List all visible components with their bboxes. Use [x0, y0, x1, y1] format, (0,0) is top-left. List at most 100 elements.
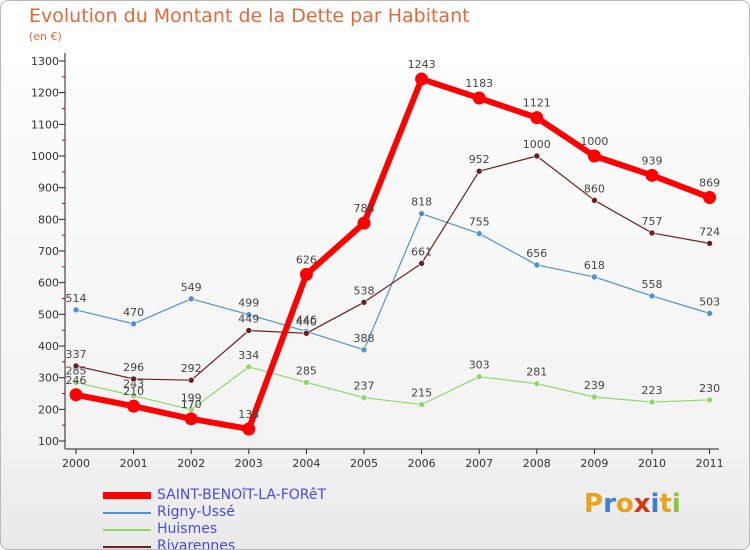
data-point-rivarennes — [130, 375, 137, 383]
data-point-saint-beno-t-la-for-t — [645, 168, 659, 182]
data-label-rigny-uss: 549 — [181, 281, 202, 294]
x-tick-label: 2011 — [696, 457, 724, 470]
data-point-saint-beno-t-la-for-t — [530, 111, 544, 125]
logo-letter: r — [603, 489, 616, 519]
data-label-rivarennes: 440 — [296, 315, 317, 328]
y-tick-label: 600 — [38, 277, 59, 290]
data-label-huismes: 243 — [123, 378, 144, 391]
data-label-rivarennes: 292 — [181, 362, 202, 375]
data-point-huismes — [130, 392, 137, 400]
data-point-saint-beno-t-la-for-t — [357, 216, 371, 230]
data-point-rigny-uss — [533, 261, 541, 269]
data-label-saint-beno-t-la-for-t: 210 — [123, 385, 144, 398]
data-point-huismes — [418, 401, 425, 408]
data-point-saint-beno-t-la-for-t — [472, 91, 486, 105]
data-point-rivarennes — [475, 167, 483, 175]
series-line-rivarennes — [75, 155, 710, 381]
x-tick-label: 2008 — [523, 457, 551, 470]
data-label-rigny-uss: 755 — [469, 216, 490, 229]
data-point-saint-beno-t-la-for-t — [299, 267, 313, 281]
data-label-saint-beno-t-la-for-t: 939 — [642, 154, 663, 167]
legend-label: SAINT-BENOîT-LA-FORêT — [157, 487, 327, 503]
data-label-rivarennes: 952 — [469, 153, 490, 166]
logo-letter: i — [650, 489, 660, 519]
data-label-huismes: 230 — [699, 382, 720, 395]
logo-letter: P — [584, 489, 604, 519]
data-label-huismes: 281 — [526, 366, 547, 379]
data-point-rigny-uss — [648, 292, 656, 300]
data-point-rigny-uss — [187, 295, 195, 303]
x-tick-label: 2007 — [465, 457, 493, 470]
data-point-saint-beno-t-la-for-t — [127, 399, 141, 413]
data-point-rivarennes — [533, 152, 541, 160]
data-point-rivarennes — [72, 362, 80, 370]
series-line-saint-beno-t-la-for-t — [75, 76, 711, 432]
data-point-rivarennes — [360, 298, 368, 306]
chart-subtitle: (en €) — [29, 30, 62, 43]
data-point-rigny-uss — [706, 310, 713, 317]
logo-letter: t — [659, 489, 672, 519]
data-point-huismes — [475, 373, 483, 381]
data-label-rivarennes: 337 — [66, 348, 87, 361]
data-label-rigny-uss: 503 — [699, 295, 720, 308]
logo-letter: o — [615, 489, 634, 519]
data-label-saint-beno-t-la-for-t: 1183 — [465, 77, 493, 90]
y-tick-label: 1300 — [31, 55, 59, 68]
x-tick-label: 2004 — [292, 457, 320, 470]
data-label-huismes: 199 — [181, 392, 202, 405]
data-label-saint-beno-t-la-for-t: 138 — [238, 408, 259, 421]
x-tick-label: 2010 — [638, 457, 666, 470]
data-point-rivarennes — [187, 376, 195, 384]
data-label-rigny-uss: 818 — [411, 196, 432, 209]
data-label-rivarennes: 449 — [238, 312, 259, 325]
data-label-rigny-uss: 388 — [354, 332, 375, 345]
data-label-huismes: 303 — [469, 359, 490, 372]
data-label-rigny-uss: 470 — [123, 306, 144, 319]
data-point-rivarennes — [245, 327, 253, 334]
data-label-rivarennes: 661 — [411, 245, 432, 258]
data-point-huismes — [533, 380, 541, 387]
x-tick-label: 2002 — [177, 457, 205, 470]
data-point-huismes — [303, 379, 310, 386]
data-point-saint-beno-t-la-for-t — [69, 388, 83, 402]
data-point-saint-beno-t-la-for-t — [415, 72, 429, 86]
legend-label: Rivarennes — [157, 538, 236, 550]
y-tick-label: 1000 — [31, 150, 59, 163]
data-point-huismes — [72, 379, 80, 386]
legend-swatch — [103, 529, 151, 531]
data-label-saint-beno-t-la-for-t: 170 — [181, 398, 202, 411]
data-point-rigny-uss — [591, 273, 598, 281]
y-tick-label: 500 — [38, 308, 59, 321]
data-label-saint-beno-t-la-for-t: 1243 — [408, 58, 436, 71]
y-tick-label: 900 — [38, 182, 59, 195]
data-point-saint-beno-t-la-for-t — [184, 412, 198, 426]
data-point-rigny-uss — [72, 306, 80, 314]
data-label-saint-beno-t-la-for-t: 626 — [296, 253, 317, 266]
data-label-rivarennes: 757 — [642, 215, 663, 228]
data-point-saint-beno-t-la-for-t — [242, 422, 256, 436]
legend-label: Huismes — [157, 521, 218, 537]
y-tick-label: 1200 — [31, 87, 59, 100]
y-tick-label: 1100 — [31, 118, 59, 131]
series-line-huismes — [75, 366, 710, 411]
data-point-rigny-uss — [245, 311, 253, 318]
data-label-rivarennes: 860 — [584, 182, 605, 195]
data-point-rigny-uss — [360, 346, 368, 354]
data-label-huismes: 215 — [411, 387, 432, 400]
legend-label: Rigny-Ussé — [157, 504, 235, 520]
data-point-rivarennes — [418, 260, 425, 267]
data-label-huismes: 334 — [238, 349, 259, 362]
data-label-huismes: 285 — [296, 364, 317, 377]
y-tick-label: 800 — [38, 213, 59, 226]
data-label-saint-beno-t-la-for-t: 1000 — [580, 135, 608, 148]
data-point-rivarennes — [706, 240, 713, 247]
legend-swatch — [103, 546, 151, 548]
data-label-saint-beno-t-la-for-t: 1121 — [523, 97, 551, 110]
data-label-rigny-uss: 514 — [66, 292, 87, 305]
data-point-rivarennes — [648, 229, 656, 237]
data-label-huismes: 237 — [354, 380, 375, 393]
data-label-huismes: 223 — [642, 384, 663, 397]
x-tick-label: 2006 — [408, 457, 436, 470]
data-label-saint-beno-t-la-for-t: 246 — [66, 374, 87, 387]
